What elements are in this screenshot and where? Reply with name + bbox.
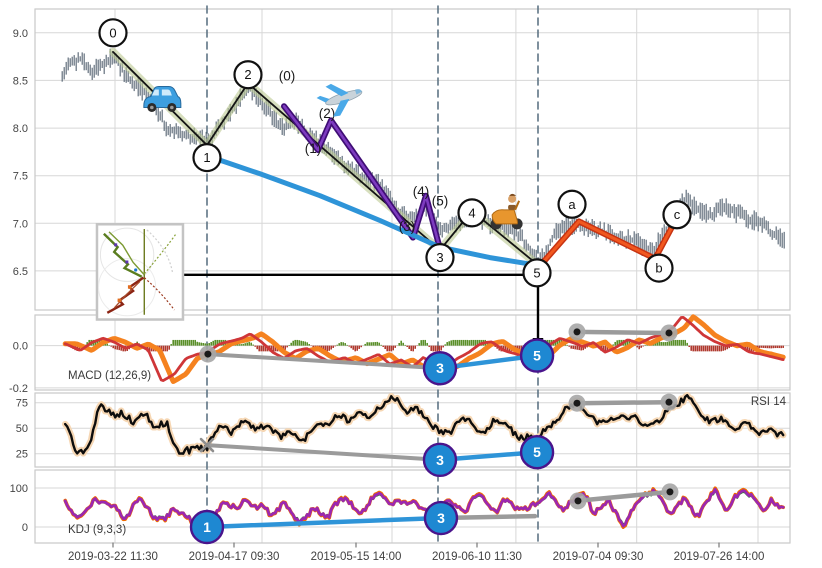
wave-point-label: 3 <box>436 250 443 265</box>
macd-gray-connector <box>205 352 442 371</box>
macd-panel-border <box>34 314 791 391</box>
macd-dot-connector <box>574 329 672 336</box>
kdj-panel-border <box>34 469 791 544</box>
wave-point-0 <box>98 18 128 48</box>
kdj-y-tick-label: 0 <box>22 522 28 534</box>
kdj-k-line <box>63 487 785 534</box>
macd-gray-dot-core <box>573 328 581 336</box>
price-y-tick-label: 8.5 <box>13 75 28 87</box>
macd-y-tick-label: -0.2 <box>9 383 28 395</box>
scooter-icon <box>490 193 523 230</box>
price-y-tick-label: 7.5 <box>13 171 28 183</box>
rsi-gray-connector <box>205 443 442 462</box>
kdj-panel-label: KDJ (9,3,3) <box>68 524 127 536</box>
rsi-panel-border <box>34 392 791 468</box>
kdj-wave-marker-3 <box>423 500 459 536</box>
macd-y-tick-label: 0.0 <box>13 341 28 353</box>
kdj-wave-marker-label: 3 <box>437 510 445 526</box>
wave-point-label: b <box>655 261 662 276</box>
wave-point-4 <box>457 198 487 228</box>
wave-point-label: a <box>568 197 576 212</box>
rsi-gray-dot-core <box>665 398 673 406</box>
price-y-tick-label: 8.0 <box>13 123 28 135</box>
x-tick-label: 2019-07-04 09:30 <box>553 551 644 563</box>
x-tick-label: 2019-04-17 09:30 <box>189 551 280 563</box>
rsi-gray-dot-core <box>573 399 581 407</box>
macd-start-dot-core <box>204 350 212 358</box>
wave-point-2 <box>233 60 263 90</box>
rsi-wave-marker-5 <box>519 435 555 470</box>
sub-wave-line-inner <box>282 104 443 255</box>
rsi-line <box>64 394 785 455</box>
wave-point-label: 0 <box>109 25 116 40</box>
macd-wave-marker-3 <box>422 351 458 386</box>
wave-roadmap-inset <box>95 223 185 321</box>
wave-point-label: 5 <box>533 265 540 280</box>
sub-wave-label: (5) <box>432 193 449 208</box>
wave-point-c <box>662 200 692 230</box>
sub-wave-label: (3) <box>399 219 416 234</box>
sub-wave-label: (4) <box>413 184 430 199</box>
rsi-y-tick-label: 25 <box>16 449 28 461</box>
rsi-x-marker <box>199 437 215 453</box>
kdj-y-tick-label: 100 <box>10 483 28 495</box>
wave-point-label: c <box>674 207 681 222</box>
wave-point-label: 1 <box>203 150 210 165</box>
price-panel-border <box>34 8 791 311</box>
wave-point-label: 2 <box>244 67 251 82</box>
kdj-wave-marker-1 <box>189 509 225 545</box>
airplane-icon <box>316 83 363 117</box>
rsi-panel-label: RSI 14 <box>750 396 786 408</box>
kdj-gray-dot-core <box>574 497 582 505</box>
rsi-wave-marker-label: 5 <box>533 444 541 460</box>
wave-point-3 <box>425 243 455 273</box>
rsi-dot-connector <box>574 399 672 406</box>
kdj-blue-connector <box>204 515 444 530</box>
macd-gray-dot-core <box>665 329 673 337</box>
rsi-wave-marker-3 <box>422 442 458 478</box>
kdj-wave-marker-label: 1 <box>203 519 211 535</box>
rsi-y-tick-label: 75 <box>16 398 28 410</box>
x-tick-label: 2019-06-10 11:30 <box>432 551 522 563</box>
sub-wave-label: (0) <box>279 69 296 84</box>
x-tick-label: 2019-03-22 11:30 <box>68 551 158 563</box>
macd-wave-marker-label: 3 <box>436 360 444 376</box>
rsi-y-tick-label: 50 <box>16 423 28 435</box>
sub-wave-label: (1) <box>305 141 322 156</box>
price-y-tick-label: 6.5 <box>13 266 28 278</box>
rsi-wave-marker-label: 3 <box>436 452 444 468</box>
kdj-dot-connector <box>575 489 673 504</box>
x-tick-label: 2019-07-26 14:00 <box>674 551 765 563</box>
wave-point-b <box>644 253 674 283</box>
sub-wave-label: (2) <box>319 106 336 121</box>
macd-wave-marker-5 <box>519 338 555 373</box>
wave-point-5 <box>522 258 552 288</box>
trend-line-blue <box>204 153 540 268</box>
abc-line-red-inner <box>536 218 678 270</box>
price-y-tick-label: 7.0 <box>13 218 28 230</box>
wave-point-a <box>557 189 587 219</box>
price-y-tick-label: 9.0 <box>13 28 28 40</box>
wave-point-1 <box>192 142 222 173</box>
kdj-gray-dot-core <box>666 488 674 496</box>
x-tick-label: 2019-05-15 14:00 <box>311 551 402 563</box>
car-icon <box>143 85 182 112</box>
wave-point-label: 4 <box>468 205 475 220</box>
macd-panel-label: MACD (12,26,9) <box>68 370 152 382</box>
macd-wave-marker-label: 5 <box>533 348 541 364</box>
